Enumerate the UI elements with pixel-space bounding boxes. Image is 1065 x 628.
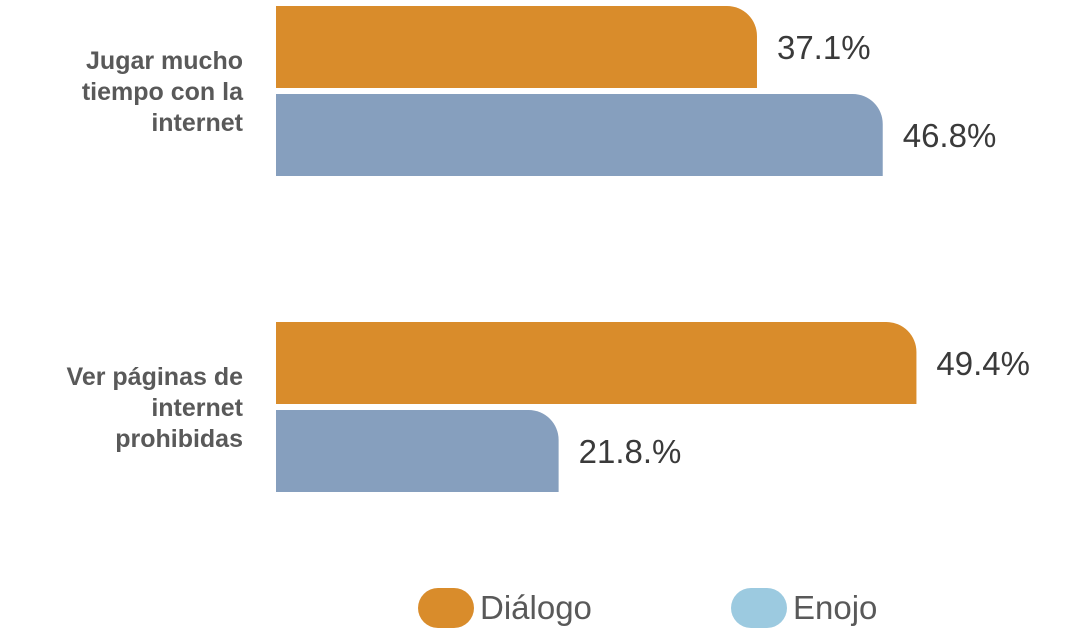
data-label: 49.4% — [936, 345, 1030, 382]
bar-enojo — [276, 410, 559, 492]
category-labels-group: Jugar mucho tiempo con la internet Ver pági… — [67, 47, 245, 453]
data-label: 21.8.% — [579, 433, 682, 470]
data-label: 37.1% — [777, 29, 871, 66]
category-label: Jugar mucho tiempo con la internet — [82, 47, 244, 137]
legend: Diálogo Enojo — [418, 588, 877, 628]
legend-label: Diálogo — [480, 589, 592, 626]
category-label: Ver páginas de internet prohibidas — [67, 363, 244, 453]
legend-swatch — [731, 588, 787, 628]
legend-swatch — [418, 588, 474, 628]
bar-enojo — [276, 94, 883, 176]
legend-label: Enojo — [793, 589, 877, 626]
bars-group — [276, 6, 917, 492]
bar-dialogo — [276, 322, 917, 404]
bar-dialogo — [276, 6, 757, 88]
data-labels-group: 37.1% 46.8% 49.4% 21.8.% — [579, 29, 1030, 470]
data-label: 46.8% — [903, 117, 997, 154]
